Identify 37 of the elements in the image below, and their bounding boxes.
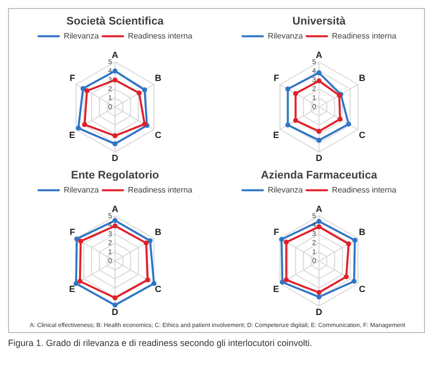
- text: Figura 1. Grado di rilevanza e di readiness secondo gli interlocutori coinvolti.: [8, 338, 314, 348]
- spoke-label: A: [316, 50, 323, 60]
- spoke-label: E: [273, 284, 280, 294]
- spoke-label: B: [358, 73, 366, 84]
- legend-label: Rilevanza: [64, 185, 100, 194]
- spoke-label: C: [358, 284, 366, 294]
- legend-label: Readiness interna: [332, 185, 397, 194]
- chart-title: Università: [292, 16, 346, 28]
- spoke-label: D: [316, 152, 323, 163]
- spoke-label: C: [154, 284, 162, 294]
- spoke-label: C: [154, 130, 162, 140]
- spoke-label: F: [274, 227, 280, 238]
- spoke-label: E: [273, 130, 280, 140]
- spoke-label: D: [316, 306, 323, 317]
- spoke-label: A: [316, 204, 323, 214]
- legend-label: Readiness interna: [332, 31, 397, 40]
- chart-title: Ente Regolatorio: [70, 170, 160, 182]
- spoke-label: D: [112, 152, 119, 163]
- spoke-label: F: [274, 73, 280, 84]
- legend-label: Rilevanza: [64, 31, 100, 40]
- legend-label: Rilevanza: [268, 185, 304, 194]
- spoke-label: B: [358, 227, 366, 238]
- legend-label: Readiness interna: [128, 31, 193, 40]
- legend-label: Rilevanza: [268, 31, 304, 40]
- spoke-label: D: [112, 306, 119, 317]
- spoke-label: E: [69, 284, 76, 294]
- spoke-label: F: [70, 227, 76, 238]
- spoke-label: A: [112, 204, 119, 214]
- spoke-label: A: [112, 50, 119, 60]
- spoke-label: C: [358, 130, 366, 140]
- spoke-label: B: [154, 73, 162, 84]
- chart-title: Azienda Farmaceutica: [260, 170, 378, 182]
- chart-title: Società Scientifica: [66, 16, 164, 28]
- spoke-label: E: [69, 130, 76, 140]
- legend-label: Readiness interna: [128, 185, 193, 194]
- spoke-label: B: [154, 227, 162, 238]
- spoke-label: F: [70, 73, 76, 84]
